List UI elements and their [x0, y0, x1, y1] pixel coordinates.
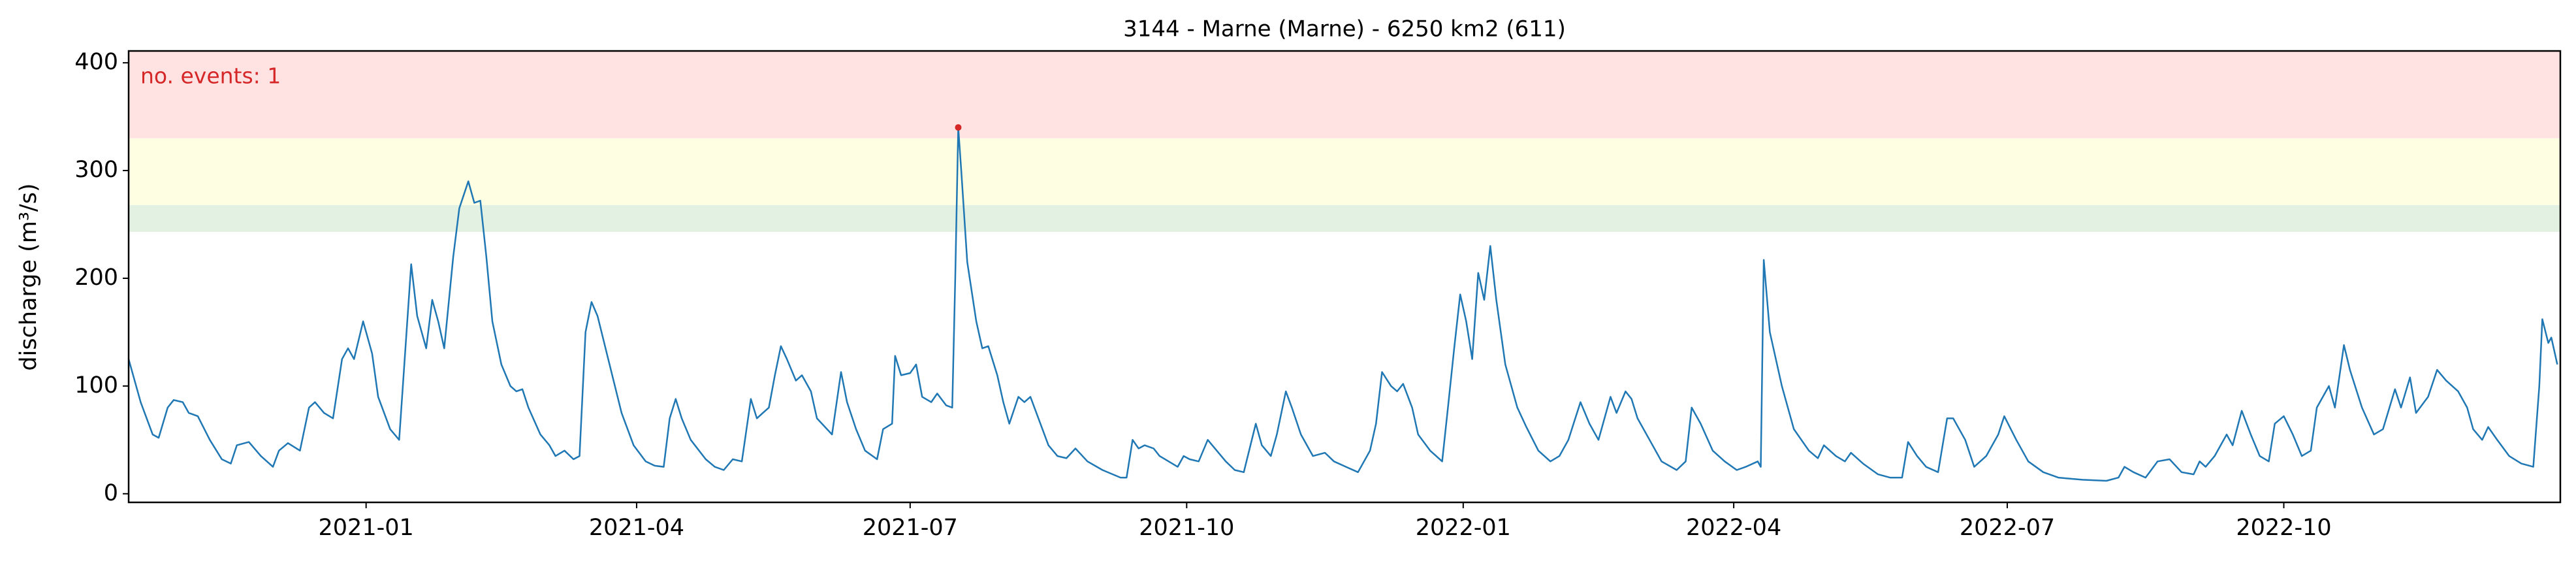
y-tick-label: 400 — [74, 49, 118, 75]
x-tick-label: 2022-01 — [1416, 515, 1511, 541]
event-marker — [955, 124, 962, 131]
plot-frame — [127, 50, 2562, 504]
x-tick-label: 2021-07 — [863, 515, 958, 541]
event-count: no. events: 1 — [140, 63, 281, 89]
x-tick-label: 2021-10 — [1139, 515, 1234, 541]
x-tick-label: 2021-01 — [319, 515, 414, 541]
chart-title: 3144 - Marne (Marne) - 6250 km2 (611) — [1123, 16, 1566, 42]
x-tick-label: 2022-10 — [2236, 515, 2331, 541]
threshold-band — [129, 204, 2560, 233]
y-tick-label: 0 — [104, 480, 118, 506]
y-tick-label: 100 — [74, 372, 118, 398]
x-tick-label: 2022-04 — [1686, 515, 1781, 541]
y-tick-label: 300 — [74, 157, 118, 183]
discharge-line — [129, 126, 2558, 482]
y-axis-label: discharge (m³/s) — [16, 183, 42, 370]
x-tick-label: 2021-04 — [589, 515, 684, 541]
x-tick-label: 2022-07 — [1960, 515, 2055, 541]
y-tick-label: 200 — [74, 265, 118, 291]
threshold-band — [129, 51, 2560, 138]
threshold-band — [129, 138, 2560, 205]
